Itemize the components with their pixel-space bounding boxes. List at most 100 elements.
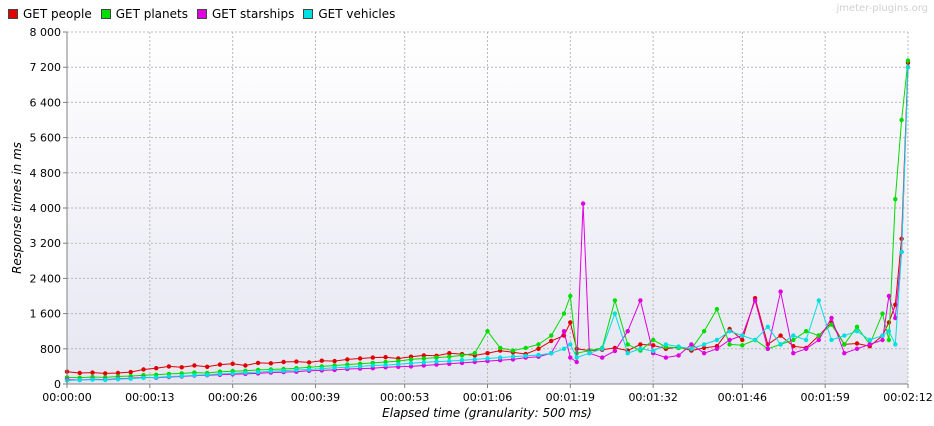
data-point-get-people (255, 360, 261, 366)
legend-item-get-starships: GET starships (196, 7, 295, 21)
data-point-get-vehicles (421, 360, 426, 365)
x-tick-label: 00:01:19 (546, 391, 595, 404)
data-point-get-vehicles (752, 337, 758, 343)
series-line-get-people (66, 62, 909, 374)
data-point-get-vehicles (829, 337, 834, 343)
data-point-get-starships (689, 342, 694, 347)
x-tick-label: 00:00:53 (380, 391, 429, 404)
x-tick-label: 00:01:46 (718, 391, 767, 404)
x-tick-label: 00:02:12 (883, 391, 932, 404)
data-point-get-vehicles (740, 333, 745, 338)
data-point-get-planets (561, 311, 567, 316)
data-point-get-vehicles (765, 324, 770, 329)
data-point-get-vehicles (899, 249, 904, 255)
series-layer (64, 58, 911, 383)
data-point-get-vehicles (842, 333, 847, 338)
y-tick-label: 1 600 (30, 308, 62, 321)
data-point-get-starships (727, 337, 732, 343)
data-point-get-planets (829, 322, 834, 327)
data-point-get-vehicles (217, 371, 223, 377)
data-point-get-starships (600, 355, 605, 360)
y-tick-labels: 0 800 1 600 2 400 3 200 4 000 4 800 5 600 6 400 7… (30, 26, 62, 391)
data-point-get-starships (561, 329, 567, 334)
legend-swatch-get-planets (100, 9, 111, 19)
data-point-get-starships (886, 293, 892, 299)
data-point-get-vehicles (472, 357, 477, 362)
y-tick-label: 8 000 (30, 26, 62, 39)
data-point-get-people (370, 355, 375, 360)
data-point-get-starships (408, 364, 414, 369)
data-point-get-vehicles (778, 342, 783, 347)
data-point-get-people (332, 358, 337, 364)
x-tick-label: 00:00:39 (291, 391, 340, 404)
data-point-get-people (447, 351, 452, 356)
data-point-get-planets (549, 333, 554, 338)
data-point-get-vehicles (791, 333, 796, 338)
data-point-get-vehicles (383, 362, 388, 368)
data-point-get-planets (740, 343, 745, 348)
data-point-get-people (205, 364, 210, 369)
series-get-people (64, 60, 911, 376)
data-point-get-vehicles (561, 346, 567, 351)
data-point-get-planets (880, 311, 885, 316)
data-point-get-people (306, 360, 312, 365)
data-point-get-people (651, 343, 656, 348)
data-point-get-vehicles (128, 376, 133, 381)
data-point-get-vehicles (434, 359, 439, 364)
x-tick-label: 00:01:06 (463, 391, 512, 404)
data-point-get-starships (421, 363, 426, 368)
data-point-get-planets (727, 342, 732, 347)
data-point-get-starships (867, 342, 872, 347)
data-point-get-vehicles (396, 362, 401, 367)
data-point-get-starships (829, 315, 834, 321)
data-point-get-vehicles (319, 366, 324, 371)
data-point-get-starships (880, 337, 885, 343)
data-point-get-vehicles (905, 65, 911, 70)
data-point-get-vehicles (255, 369, 261, 375)
data-point-get-vehicles (179, 373, 184, 379)
series-line-get-planets (66, 60, 909, 379)
data-point-get-people (778, 333, 783, 338)
data-point-get-people (638, 342, 643, 347)
data-point-get-planets (408, 357, 414, 362)
data-point-get-planets (498, 345, 503, 351)
data-point-get-people (179, 365, 184, 370)
data-point-get-vehicles (803, 337, 809, 343)
data-point-get-people (357, 356, 363, 361)
data-point-get-starships (791, 351, 796, 356)
data-point-get-vehicles (268, 369, 274, 374)
y-tick-label: 2 400 (30, 272, 62, 285)
x-axis-label: Elapsed time (granularity: 500 ms) (382, 406, 592, 420)
data-point-get-people (141, 367, 146, 372)
data-point-get-vehicles (459, 358, 465, 363)
data-point-get-vehicles (625, 351, 630, 356)
data-point-get-people (192, 363, 197, 368)
data-point-get-starships (842, 351, 847, 356)
data-point-get-planets (791, 337, 796, 343)
data-point-get-vehicles (485, 356, 490, 361)
data-point-get-people (166, 364, 172, 369)
data-point-get-planets (447, 354, 452, 359)
data-point-get-people (294, 359, 299, 364)
y-tick-label: 7 200 (30, 61, 62, 74)
legend-label-get-starships: GET starships (211, 7, 295, 21)
data-point-get-starships (638, 298, 643, 303)
legend-label-get-vehicles: GET vehicles (318, 7, 396, 21)
data-point-get-starships (574, 359, 579, 365)
data-point-get-vehicles (816, 298, 821, 303)
y-tick-label: 3 200 (30, 237, 62, 250)
data-point-get-starships (701, 351, 707, 356)
data-point-get-vehicles (612, 311, 618, 316)
data-point-get-vehicles (714, 337, 720, 343)
data-point-get-vehicles (587, 351, 592, 356)
y-axis-label: Response times in ms (10, 142, 24, 274)
data-point-get-planets (893, 197, 898, 202)
data-point-get-people (243, 363, 248, 368)
data-point-get-vehicles (651, 348, 656, 354)
y-tick-label: 800 (40, 343, 61, 356)
data-point-get-vehicles (638, 346, 643, 351)
legend-swatch-get-starships (196, 9, 207, 19)
data-point-get-people (77, 370, 82, 376)
legend-label-get-planets: GET planets (115, 7, 188, 21)
data-point-get-starships (803, 346, 809, 351)
